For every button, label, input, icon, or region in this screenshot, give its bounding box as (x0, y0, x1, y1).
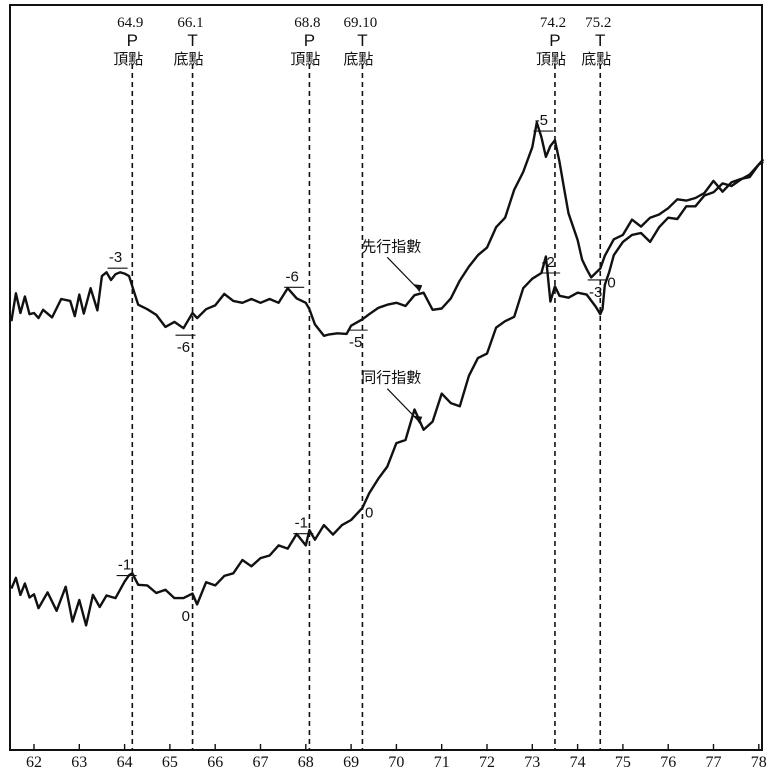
lag-annotation-9: 0 (365, 504, 373, 521)
series-line-0 (10, 121, 764, 337)
x-tick-label-16: 78 (751, 754, 767, 770)
lag-annotation-0: -3 (109, 249, 122, 266)
plot-frame (9, 4, 763, 751)
lag-annotation-11: 0 (607, 274, 615, 291)
series-label-1: 同行指數 (361, 369, 421, 387)
x-tick-label-15: 77 (706, 754, 722, 770)
ref-date-2: 68.8 (294, 15, 320, 31)
x-tick-label-10: 72 (479, 754, 495, 770)
ref-date-3: 69.10 (344, 15, 378, 31)
lag-annotation-10: -2 (541, 254, 554, 271)
ref-label-1: 底點 (174, 50, 204, 68)
lag-annotation-2: -6 (286, 268, 299, 285)
x-tick-label-5: 67 (253, 754, 269, 770)
ref-type-4: P (549, 31, 560, 50)
ref-label-2: 頂點 (290, 50, 320, 68)
lag-annotation-6: -1 (118, 557, 131, 574)
ref-label-4: 頂點 (536, 50, 566, 68)
x-tick-label-4: 66 (207, 754, 223, 770)
x-tick-label-1: 63 (71, 754, 87, 770)
x-tick-label-8: 70 (388, 754, 404, 770)
ref-type-3: T (357, 31, 367, 50)
series-label-pointer-0 (386, 256, 420, 291)
series-label-0: 先行指數 (361, 237, 421, 255)
ref-date-4: 74.2 (540, 15, 566, 31)
lag-annotation-4: -5 (535, 112, 548, 129)
ref-label-0: 頂點 (113, 50, 143, 68)
x-tick-label-7: 69 (343, 754, 359, 770)
x-tick-label-13: 75 (615, 754, 631, 770)
x-tick-label-3: 65 (162, 754, 178, 770)
x-tick-label-11: 73 (524, 754, 540, 770)
series-line-1 (10, 158, 765, 627)
lag-annotation-8: -1 (295, 515, 308, 532)
ref-date-5: 75.2 (585, 15, 611, 31)
ref-type-0: P (127, 31, 138, 50)
ref-date-0: 64.9 (117, 15, 143, 31)
x-tick-label-2: 64 (117, 754, 133, 770)
lag-annotation-7: 0 (182, 608, 190, 625)
series-label-arrowhead-0 (414, 284, 423, 293)
ref-label-5: 底點 (581, 50, 611, 68)
ref-type-5: T (595, 31, 605, 50)
ref-type-2: P (304, 31, 315, 50)
series-label-pointer-1 (386, 388, 420, 423)
ref-date-1: 66.1 (177, 15, 203, 31)
lag-annotation-3: -5 (349, 334, 362, 351)
ref-label-3: 底點 (343, 50, 373, 68)
series-label-arrowhead-1 (414, 415, 423, 424)
x-tick-label-12: 74 (570, 754, 586, 770)
x-tick-label-6: 68 (298, 754, 314, 770)
lag-annotation-5: -3 (589, 284, 602, 301)
x-tick-label-0: 62 (26, 754, 42, 770)
x-tick-label-14: 76 (660, 754, 676, 770)
lag-annotation-1: -6 (177, 339, 190, 356)
x-tick-label-9: 71 (434, 754, 450, 770)
ref-type-1: T (187, 31, 197, 50)
